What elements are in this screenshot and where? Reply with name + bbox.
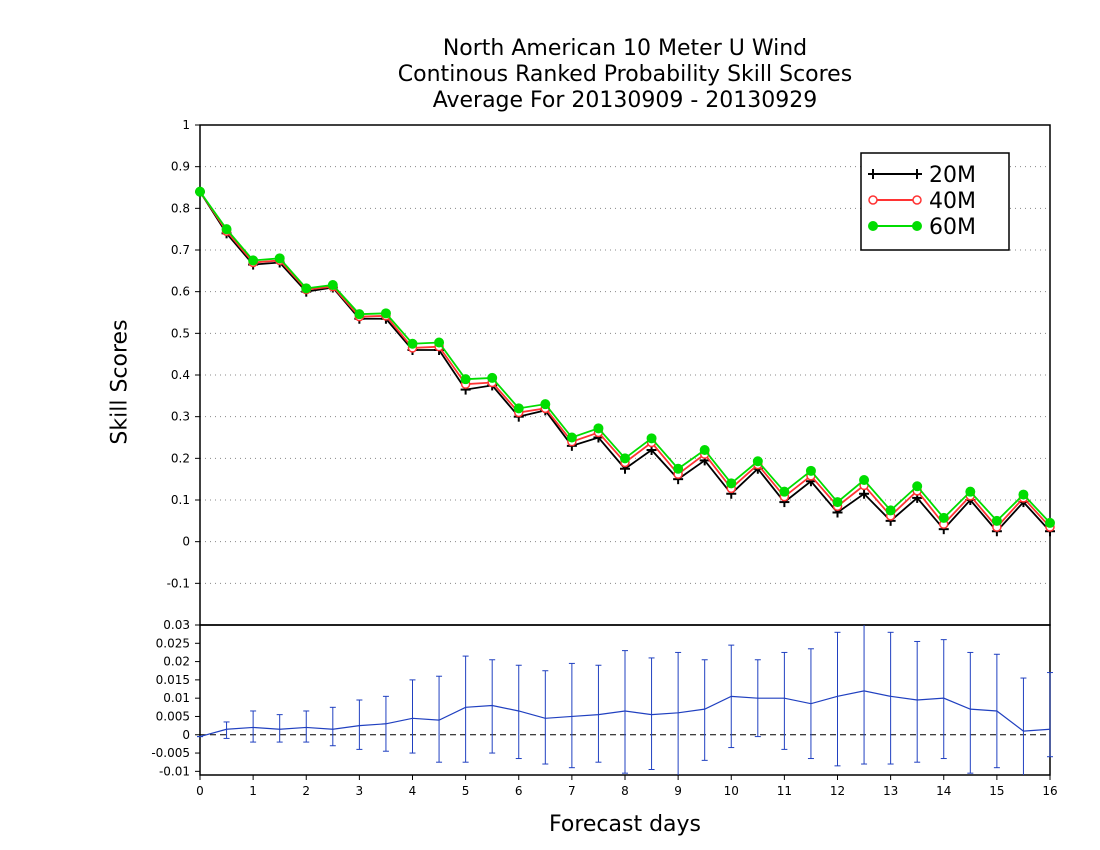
y-tick-label: 0.005 bbox=[156, 709, 190, 723]
x-axis-label: Forecast days bbox=[548, 812, 702, 837]
y-tick-label: 0 bbox=[182, 535, 190, 549]
x-axis: 0 1 2 3 4 5 6 7 8 9 10 11 12 13 14 15 16 bbox=[196, 775, 1058, 798]
y-tick-label: 0.025 bbox=[156, 636, 190, 650]
data-point bbox=[380, 308, 391, 319]
data-point bbox=[699, 445, 710, 455]
x-tick-label: 8 bbox=[621, 784, 629, 798]
data-point bbox=[1018, 489, 1029, 500]
data-point bbox=[407, 338, 418, 349]
y-tick-label: 0.3 bbox=[171, 410, 190, 424]
legend-item-40M: 40M bbox=[868, 189, 976, 214]
y-tick-label: -0.1 bbox=[167, 576, 190, 590]
legend-label: 20M bbox=[929, 163, 976, 188]
x-tick-label: 10 bbox=[724, 784, 739, 798]
x-tick-label: 4 bbox=[409, 784, 417, 798]
x-tick-label: 5 bbox=[462, 784, 470, 798]
y-tick-label: 0.4 bbox=[171, 368, 190, 382]
data-point bbox=[540, 399, 551, 410]
data-point bbox=[327, 280, 338, 290]
data-point bbox=[991, 515, 1002, 526]
data-point bbox=[832, 497, 843, 508]
data-point bbox=[912, 221, 922, 231]
data-point bbox=[593, 423, 604, 434]
x-tick-label: 3 bbox=[356, 784, 364, 798]
legend-item-60M: 60M bbox=[868, 215, 976, 240]
data-point bbox=[646, 433, 657, 444]
x-tick-label: 16 bbox=[1042, 784, 1057, 798]
x-tick-label: 7 bbox=[568, 784, 576, 798]
x-tick-label: 9 bbox=[674, 784, 682, 798]
data-point bbox=[965, 486, 976, 497]
bottom-panel: -0.01 -0.005 0 0.005 0.01 0.015 0.02 0.025 0.03 bbox=[151, 618, 1053, 778]
data-point bbox=[859, 475, 870, 485]
y-tick-label: 0.6 bbox=[171, 285, 190, 299]
data-point bbox=[912, 481, 923, 492]
x-tick-label: 15 bbox=[989, 784, 1004, 798]
x-tick-label: 2 bbox=[302, 784, 310, 798]
data-point bbox=[195, 186, 205, 197]
chart-title-line-3: Average For 20130909 - 20130929 bbox=[432, 88, 818, 113]
top-panel: -0.1 0 0.1 0.2 0.3 0.4 0.5 0.6 0.7 0.8 0.9 1 bbox=[167, 118, 1055, 626]
y-tick-label: 0.7 bbox=[171, 243, 190, 257]
data-point bbox=[779, 486, 790, 497]
legend-label: 60M bbox=[929, 215, 976, 240]
data-point bbox=[460, 374, 471, 385]
data-point bbox=[354, 309, 365, 320]
data-point bbox=[487, 372, 498, 383]
data-point bbox=[673, 463, 684, 474]
data-point bbox=[513, 403, 524, 414]
chart-title-line-2: Continous Ranked Probability Skill Score… bbox=[397, 62, 853, 87]
y-tick-label: 0.8 bbox=[171, 201, 190, 215]
data-point bbox=[885, 505, 896, 516]
difference-line bbox=[199, 690, 1051, 738]
data-point bbox=[434, 337, 445, 348]
data-point bbox=[301, 283, 312, 294]
chart-title-line-1: North American 10 Meter U Wind bbox=[442, 36, 808, 61]
data-point bbox=[805, 465, 816, 476]
x-tick-label: 1 bbox=[249, 784, 257, 798]
x-tick-label: 6 bbox=[515, 784, 523, 798]
legend-box bbox=[860, 152, 1010, 251]
x-tick-label: 13 bbox=[883, 784, 898, 798]
y-tick-label: 0.2 bbox=[171, 451, 190, 465]
y-tick-label: 0 bbox=[182, 728, 190, 742]
data-point bbox=[1045, 517, 1055, 528]
data-point bbox=[868, 195, 878, 205]
y-tick-label: -0.005 bbox=[151, 746, 190, 760]
y-tick-label: 0.9 bbox=[171, 160, 190, 174]
data-point bbox=[248, 255, 259, 266]
data-point bbox=[726, 478, 737, 489]
y-tick-label: 0.5 bbox=[171, 326, 190, 340]
x-tick-label: 12 bbox=[830, 784, 845, 798]
data-point bbox=[938, 512, 949, 523]
legend-label: 40M bbox=[929, 189, 976, 214]
x-tick-label: 14 bbox=[936, 784, 951, 798]
y-tick-label: 0.01 bbox=[163, 691, 190, 705]
data-point bbox=[620, 453, 630, 464]
data-point bbox=[752, 456, 763, 467]
x-tick-label: 11 bbox=[777, 784, 792, 798]
y-tick-label: 0.03 bbox=[163, 618, 190, 632]
legend-item-20M: 20M bbox=[868, 163, 976, 188]
x-tick-label: 0 bbox=[196, 784, 204, 798]
data-point bbox=[912, 195, 922, 205]
y-tick-label: 0.015 bbox=[156, 673, 190, 687]
data-point bbox=[868, 221, 878, 231]
data-point bbox=[566, 432, 577, 443]
series-60M bbox=[195, 186, 1055, 528]
y-tick-label: 0.02 bbox=[163, 655, 190, 669]
data-point bbox=[221, 224, 232, 235]
y-tick-label: -0.01 bbox=[159, 764, 190, 778]
data-point bbox=[274, 253, 285, 264]
y-tick-label: 1 bbox=[182, 118, 190, 132]
y-tick-label: 0.1 bbox=[171, 493, 190, 507]
